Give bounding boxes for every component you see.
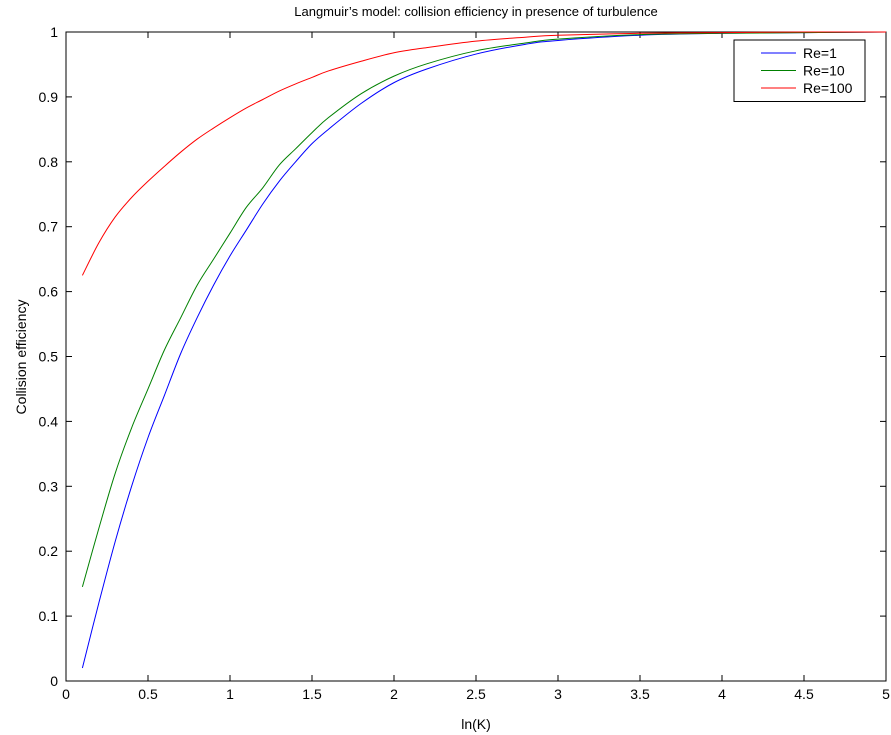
legend-label-re-100: Re=100	[803, 80, 853, 96]
y-tick-label: 0.8	[39, 154, 59, 170]
x-tick-label: 2	[390, 686, 398, 702]
x-tick-label: 1.5	[302, 686, 322, 702]
chart-title: Langmuir’s model: collision efficiency i…	[294, 4, 657, 19]
x-tick-label: 2.5	[466, 686, 486, 702]
axis-ticks	[65, 31, 887, 682]
series-line-re-1	[81, 31, 887, 669]
y-tick-label: 0.4	[39, 413, 59, 429]
x-tick-label: 0	[62, 686, 70, 702]
y-tick-label: 0.6	[39, 284, 59, 300]
x-tick-label: 4	[718, 686, 726, 702]
x-axis-label: ln(K)	[461, 716, 491, 732]
legend-label-re-1: Re=1	[803, 45, 837, 61]
y-tick-label: 0.5	[39, 349, 59, 365]
series-line-re-100	[81, 31, 887, 276]
y-tick-label: 0.2	[39, 543, 59, 559]
y-tick-label: 0.1	[39, 608, 59, 624]
x-tick-label: 3	[554, 686, 562, 702]
x-tick-label: 1	[226, 686, 234, 702]
plot-frame	[65, 31, 887, 682]
x-tick-label: 5	[882, 686, 890, 702]
y-axis-label: Collision efficiency	[13, 300, 29, 415]
y-tick-label: 0.9	[39, 89, 59, 105]
x-tick-label: 3.5	[630, 686, 650, 702]
series-line-re-10	[81, 31, 887, 588]
legend-label-re-10: Re=10	[803, 63, 845, 79]
x-tick-label: 4.5	[794, 686, 814, 702]
y-tick-label: 0.7	[39, 219, 59, 235]
x-tick-label: 0.5	[138, 686, 158, 702]
legend-box	[733, 39, 866, 102]
series-lines	[81, 31, 887, 669]
y-tick-label: 0	[50, 673, 58, 689]
y-tick-label: 1	[50, 24, 58, 40]
y-tick-label: 0.3	[39, 478, 59, 494]
axis-tick-labels: 0 0.5 1 1.5 2 2.5 3 3.5 4 4.5 5 0 0.1 0.2 0.3 0.4 0.5 0.6…	[39, 24, 891, 702]
